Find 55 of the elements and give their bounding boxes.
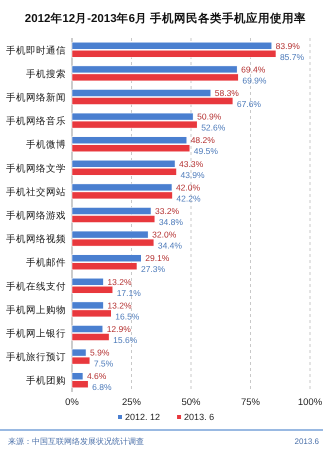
y-tick-label: 手机社交网站 xyxy=(6,186,66,198)
y-tick-label: 手机网络视频 xyxy=(6,233,66,246)
data-label: 49.5% xyxy=(194,146,218,156)
y-tick-label: 手机网上银行 xyxy=(6,328,66,340)
x-tick-label: 0% xyxy=(65,397,80,408)
source-note: 来源：中国互联网络发展状况统计调查 xyxy=(8,437,144,446)
data-label: 16.5% xyxy=(115,311,140,322)
data-label: 4.6% xyxy=(86,371,107,382)
x-tick-label: 75% xyxy=(240,397,261,408)
x-tick-label: 25% xyxy=(122,397,142,408)
data-label: 34.8% xyxy=(158,217,184,227)
y-tick-label: 手机团购 xyxy=(26,374,66,387)
data-label: 52.6% xyxy=(201,122,226,133)
x-tick-label: 100% xyxy=(298,397,323,408)
data-label: 43.9% xyxy=(180,170,206,180)
data-label: 29.1% xyxy=(145,253,170,264)
data-label: 13.2% xyxy=(107,276,132,287)
data-label: 33.2% xyxy=(155,206,180,216)
data-label: 13.2% xyxy=(107,300,132,310)
data-label: 12.9% xyxy=(106,324,132,334)
y-tick-label: 手机网络文学 xyxy=(6,162,66,174)
data-label: 85.7% xyxy=(280,52,305,62)
y-tick-label: 手机搜索 xyxy=(26,68,66,80)
x-tick-label: 50% xyxy=(181,397,202,408)
legend-label: 2012. 12 xyxy=(125,412,160,422)
legend-label: 2013. 6 xyxy=(184,412,214,422)
data-label: 69.9% xyxy=(242,75,267,86)
y-tick-label: 手机网络游戏 xyxy=(6,210,66,222)
text: 2013.6 xyxy=(294,437,320,446)
data-label: 32.0% xyxy=(152,230,177,240)
y-tick-label: 手机在线支付 xyxy=(6,280,66,292)
data-label: 7.5% xyxy=(94,358,114,369)
y-tick-label: 手机邮件 xyxy=(26,256,66,269)
data-label: 42.2% xyxy=(176,193,201,204)
data-label: 50.9% xyxy=(197,112,222,122)
data-label: 48.2% xyxy=(190,135,216,146)
y-tick-label: 手机网络音乐 xyxy=(6,115,66,128)
data-label: 15.6% xyxy=(113,335,138,345)
data-label: 34.4% xyxy=(158,240,182,251)
data-label: 5.9% xyxy=(90,348,110,358)
data-label: 43.3% xyxy=(179,158,204,169)
data-label: 58.3% xyxy=(214,88,240,98)
y-tick-label: 手机旅行预订 xyxy=(6,351,66,364)
data-label: 6.8% xyxy=(92,382,112,392)
data-label: 17.1% xyxy=(116,288,142,298)
chart-title: 2012年12月-2013年6月 手机网民各类手机应用使用率 xyxy=(24,11,306,25)
data-label: 69.4% xyxy=(241,64,266,74)
data-label: 42.0% xyxy=(176,182,201,192)
y-tick-label: 手机网络新闻 xyxy=(6,92,66,104)
y-tick-label: 手机即时通信 xyxy=(6,44,66,56)
data-label: 27.3% xyxy=(140,264,166,274)
data-label: 83.9% xyxy=(276,40,300,51)
y-tick-label: 手机微博 xyxy=(26,138,66,151)
y-tick-label: 手机网上购物 xyxy=(6,304,66,316)
data-label: 67.6% xyxy=(236,99,262,109)
